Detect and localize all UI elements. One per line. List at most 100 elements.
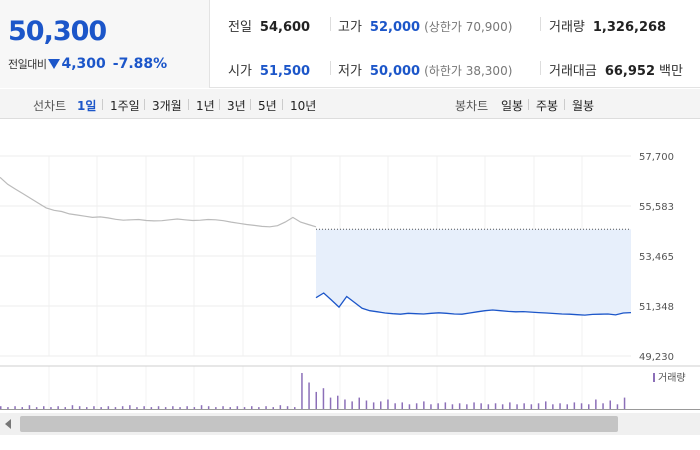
volume-bar [509,402,511,409]
volume-bar [545,401,547,409]
volume-bar [494,403,497,409]
divider [330,61,331,75]
volume-bar [258,407,260,409]
stat-value: 54,600 [259,20,311,35]
period-10y-tab[interactable]: 10년 [290,99,317,113]
volume-bar [552,404,554,409]
volume-bar [301,373,303,409]
volume-bar [86,407,88,409]
stat-label: 전일 [228,20,252,35]
chart-lines [0,176,632,316]
divider [188,99,189,110]
candle-monthly-tab[interactable]: 월봉 [572,99,595,113]
divider [528,99,529,110]
volume-bar [322,388,325,409]
volume-bar [308,382,310,409]
volume-bar [559,403,561,409]
upper-limit: (상한가 70,900) [424,20,513,34]
y-tick-label: 49,230 [639,352,674,363]
volume-bar [179,407,181,409]
volume-bar [337,395,339,409]
candle-chart-label: 봉차트 [455,99,489,113]
stat-high: 고가 52,000 (상한가 70,900) [338,16,512,35]
stat-label: 저가 [338,64,362,79]
period-1y-tab[interactable]: 1년 [196,99,215,113]
volume-bar [365,400,368,409]
scroll-thumb[interactable] [20,416,618,432]
volume-bar [415,403,418,409]
series-prev-session [0,176,317,228]
volume-bar [28,405,31,409]
volume-bar [251,406,253,409]
period-1w-tab[interactable]: 1주일 [110,99,140,113]
volume-bar [423,401,425,409]
volume-bar [458,403,461,409]
volume-bar [107,406,110,409]
volume-bar [344,399,346,409]
volume-bar [243,407,246,409]
scroll-left-icon[interactable] [5,419,11,429]
volume-bar [114,407,117,409]
divider [564,99,565,110]
volume-bar [315,391,317,409]
stat-low: 저가 50,000 (하한가 38,300) [338,60,512,79]
stat-volume: 거래량 1,326,268 [549,16,666,35]
period-1d-tab[interactable]: 1일 [77,99,97,113]
volume-bar [372,402,375,409]
stat-value: 66,952 [604,64,656,79]
candle-weekly-tab[interactable]: 주봉 [536,99,559,113]
volume-bar [451,404,454,409]
divider [540,61,541,75]
period-5y-tab[interactable]: 5년 [258,99,277,113]
volume-bar [222,406,224,409]
volume-bar [157,406,160,409]
chart-area [316,228,631,316]
volume-bar [501,404,504,409]
period-3m-tab[interactable]: 3개월 [152,99,182,113]
volume-bar [43,406,45,409]
volume-bar [64,407,66,409]
volume-bar [394,403,396,409]
divider [330,17,331,31]
volume-bar [480,403,482,409]
volume-bar [387,399,389,409]
volume-bar [580,403,583,409]
divider [282,99,283,110]
stat-label: 고가 [338,20,362,35]
stat-prev-close: 전일 54,600 [228,16,310,35]
volume-bar [408,404,411,409]
volume-bar [136,407,138,409]
volume-bar [294,407,296,409]
volume-bar [0,406,2,409]
volume-bar [537,403,540,409]
volume-bar [215,407,217,409]
volume-bar [71,405,74,409]
divider [219,99,220,110]
period-3y-tab[interactable]: 3년 [227,99,246,113]
volume-bar [100,407,102,409]
volume-bar [430,404,432,409]
turnover-unit: 백만 [659,64,683,79]
volume-bar [358,397,360,409]
stat-value: 51,500 [259,64,311,79]
volume-bar [530,404,533,409]
volume-bar [573,402,576,409]
volume-bar [523,403,525,409]
volume-bar [150,407,153,409]
y-tick-label: 55,583 [639,202,674,213]
volume-bar [466,404,468,409]
price-chart: 57,700 55,583 53,465 51,348 49,230 거래량 [0,152,700,410]
volume-bar [14,406,16,409]
candle-daily-tab[interactable]: 일봉 [501,99,524,113]
volume-bar [143,406,145,409]
chart-scrollbar[interactable] [0,413,700,435]
volume-bar [164,407,167,409]
stat-turnover: 거래대금 66,952 백만 [549,60,683,79]
volume-bar [351,401,353,409]
volume-bar [186,406,188,409]
stat-open: 시가 51,500 [228,60,310,79]
volume-bar [437,403,439,409]
y-axis: 57,700 55,583 53,465 51,348 49,230 [639,152,674,363]
volume-bar [279,405,282,409]
volume-bar [21,407,23,409]
